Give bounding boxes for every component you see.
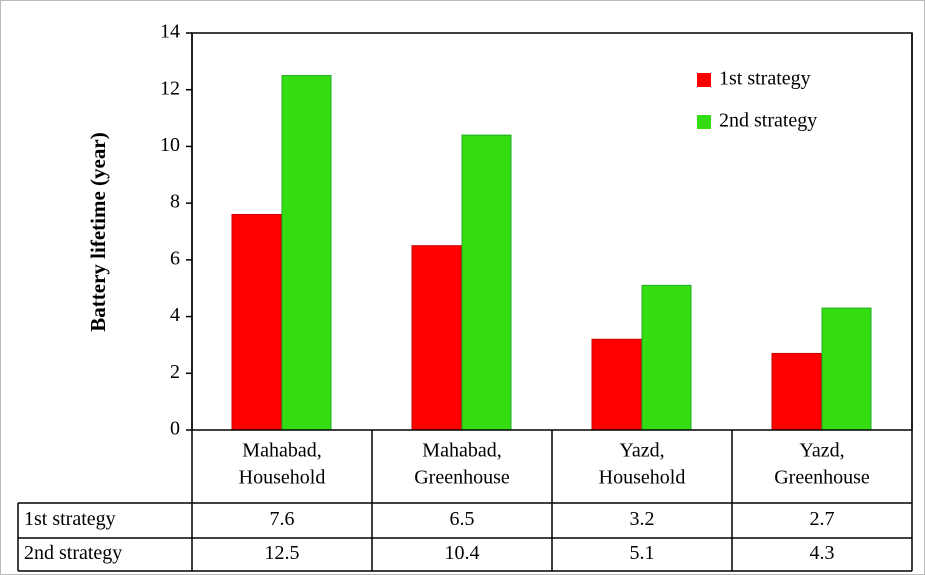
table-value: 5.1: [630, 542, 655, 564]
bar: [231, 213, 282, 431]
table-value: 10.4: [445, 542, 480, 564]
bar: [461, 134, 512, 431]
x-tick-label: Greenhouse: [774, 467, 870, 489]
table-value: 2.7: [810, 508, 835, 530]
table-value: 4.3: [810, 542, 835, 564]
table-value: 3.2: [630, 508, 655, 530]
legend-swatch: [697, 73, 711, 87]
x-tick-label: Yazd,: [619, 440, 664, 462]
legend-label: 1st strategy: [719, 68, 811, 90]
table-value: 7.6: [270, 508, 295, 530]
y-tick-label: 8: [170, 191, 180, 213]
legend-label: 2nd strategy: [719, 110, 817, 132]
y-axis-label: Battery lifetime (year): [86, 132, 110, 331]
y-tick-label: 12: [160, 77, 180, 99]
bar: [821, 307, 872, 431]
table-row-label: 1st strategy: [24, 508, 116, 530]
table-row-label: 2nd strategy: [24, 542, 122, 564]
legend-swatch: [697, 115, 711, 129]
x-tick-label: Household: [599, 467, 686, 489]
table-value: 12.5: [265, 542, 300, 564]
x-tick-label: Yazd,: [799, 440, 844, 462]
bar: [591, 338, 642, 431]
bar: [281, 75, 332, 431]
y-tick-label: 4: [170, 304, 180, 326]
x-tick-label: Mahabad,: [242, 440, 321, 462]
y-tick-label: 2: [170, 361, 180, 383]
bar: [411, 245, 462, 431]
table-value: 6.5: [450, 508, 475, 530]
x-tick-label: Household: [239, 467, 326, 489]
bar: [641, 284, 692, 431]
bar: [771, 352, 822, 431]
y-tick-label: 10: [160, 134, 180, 156]
y-tick-label: 14: [160, 21, 180, 43]
y-tick-label: 0: [170, 418, 180, 440]
y-tick-label: 6: [170, 247, 180, 269]
x-tick-label: Mahabad,: [422, 440, 501, 462]
x-tick-label: Greenhouse: [414, 467, 510, 489]
